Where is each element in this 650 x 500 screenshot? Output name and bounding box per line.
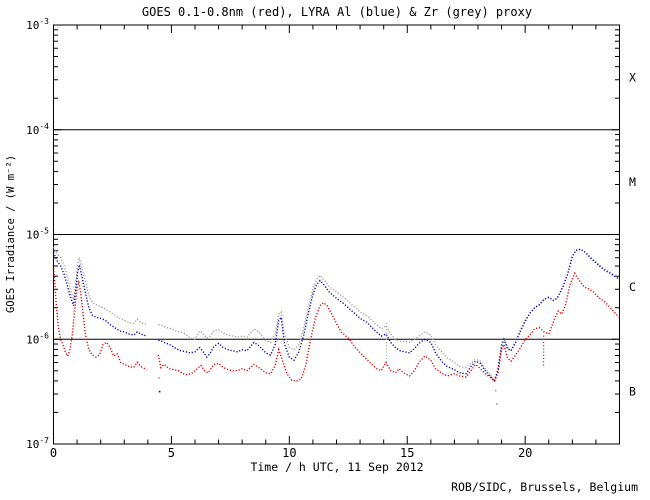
x-tick-label: 5 xyxy=(168,446,175,460)
y-tick-label: 10-6 xyxy=(26,331,49,346)
data-series-lyra-al-proxy xyxy=(52,252,147,337)
flare-class-label: M xyxy=(629,175,636,189)
flare-class-label: C xyxy=(629,280,636,294)
x-tick-label: 0 xyxy=(50,446,57,460)
outlier-dot xyxy=(158,377,160,379)
x-axis-label: Time / h UTC, 11 Sep 2012 xyxy=(250,460,423,474)
y-tick-label: 10-4 xyxy=(26,122,49,137)
axes-layer: 0 5 10 15 20 10-3 10-4 10-5 10-6 10-7 X M C B xyxy=(26,17,636,460)
data-series-lyra-al-proxy xyxy=(158,248,620,383)
x-tick-label: 10 xyxy=(282,446,296,460)
data-curves-layer xyxy=(52,246,620,405)
outlier-dot xyxy=(158,390,161,393)
x-tick-label: 20 xyxy=(518,446,532,460)
data-series-lyra-zr-proxy xyxy=(52,246,147,326)
y-tick-label: 10-3 xyxy=(26,17,49,32)
chart-title: GOES 0.1-0.8nm (red), LYRA Al (blue) & Z… xyxy=(142,5,532,19)
data-series-goes-0-1-0-8nm xyxy=(157,271,620,383)
outlier-dot xyxy=(494,389,497,392)
y-tick-label: 10-5 xyxy=(26,227,49,242)
flare-class-label: B xyxy=(629,385,636,399)
y-tick-label: 10-7 xyxy=(26,436,49,451)
y-axis-label: GOES Irradiance / (W m⁻²) xyxy=(5,155,17,313)
x-tick-label: 15 xyxy=(400,446,414,460)
data-series-lyra-zr-proxy xyxy=(158,248,620,382)
flare-class-label: X xyxy=(629,70,636,84)
credit-text: ROB/SIDC, Brussels, Belgium xyxy=(451,480,638,494)
data-series-goes-0-1-0-8nm xyxy=(52,267,148,371)
outlier-dot xyxy=(496,403,498,405)
